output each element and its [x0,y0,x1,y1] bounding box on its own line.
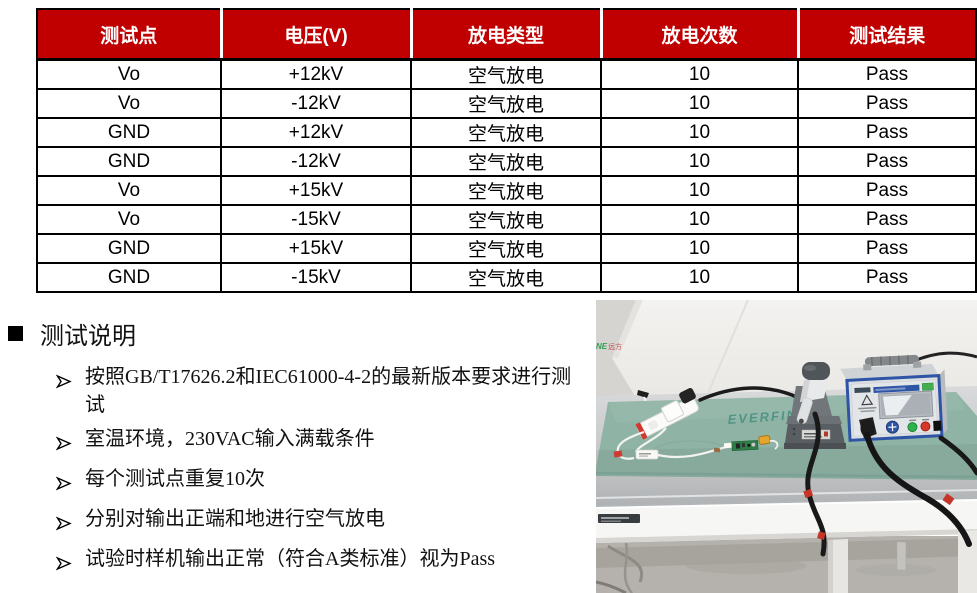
cell-discharge-type: 空气放电 [410,58,602,90]
note-text: 每个测试点重复10次 [85,468,265,490]
cell-voltage: +12kV [220,58,412,90]
notes-title-row: 测试说明 [8,316,583,351]
note-text: 试验时样机输出正常（符合A类标准）视为Pass [85,548,496,570]
cell-result: Pass [797,262,977,293]
cell-discharge-type: 空气放电 [410,146,602,177]
esd-generator [840,354,948,442]
notes-list: 按照GB/T17626.2和IEC61000-4-2的最新版本要求进行测试 室温… [55,363,583,579]
esd-test-table-wrap: 测试点 电压(V) 放电类型 放电次数 测试结果 Vo +12kV 空气放电 1… [36,8,977,293]
red-button [920,421,931,432]
panel-brand-text-cn: 远方 [608,342,622,351]
cell-discharge-count: 10 [600,146,799,177]
cell-test-point: GND [36,233,222,264]
arrow-bullet-icon [55,511,72,539]
side-cable [938,435,977,476]
cell-result: Pass [797,58,977,90]
dut-pcb [731,440,759,451]
power-switch [933,420,942,431]
cell-result: Pass [797,233,977,264]
cell-discharge-type: 空气放电 [410,204,602,235]
col-header-discharge-type: 放电类型 [411,9,603,61]
power-plug [679,387,696,404]
cell-voltage: -15kV [220,262,412,293]
cell-discharge-type: 空气放电 [410,233,602,264]
cell-voltage: -12kV [220,88,412,119]
cell-voltage: +15kV [220,175,412,206]
table-row: GND -15kV 空气放电 10 Pass [36,262,977,293]
list-item: 分别对输出正端和地进行空气放电 [55,505,576,539]
table-row: GND +15kV 空气放电 10 Pass [36,233,977,264]
cell-discharge-count: 10 [600,58,799,90]
arrow-bullet-icon [55,471,72,499]
cell-result: Pass [797,175,977,206]
generator-cable [864,432,972,547]
cell-voltage: -15kV [220,204,412,235]
note-text: 按照GB/T17626.2和IEC61000-4-2的最新版本要求进行测试 [85,366,572,416]
esd-gun [796,362,830,424]
cell-test-point: Vo [36,204,222,235]
green-button [907,422,918,433]
square-bullet-icon [8,326,23,341]
table-row: Vo -12kV 空气放电 10 Pass [36,88,977,119]
arrow-bullet-icon [55,369,72,419]
cell-test-point: Vo [36,175,222,206]
list-item: 室温环境，230VAC输入满载条件 [55,425,576,459]
power-strip [635,387,699,440]
cell-discharge-type: 空气放电 [410,117,602,148]
notes-title: 测试说明 [40,324,136,350]
power-adapter [660,400,684,423]
table-front-beam [596,499,977,543]
cell-test-point: Vo [36,58,222,90]
table-header-row: 测试点 电压(V) 放电类型 放电次数 测试结果 [37,9,976,61]
list-item: 每个测试点重复10次 [55,465,576,499]
col-header-result: 测试结果 [798,9,976,61]
cell-discharge-count: 10 [600,88,799,119]
arrow-bullet-icon [55,431,72,459]
col-header-voltage: 电压(V) [221,9,413,61]
cell-test-point: Vo [36,88,222,119]
cell-result: Pass [797,146,977,177]
generator-handle [864,354,919,367]
cell-discharge-count: 10 [600,117,799,148]
cell-test-point: GND [36,146,222,177]
test-notes-section: 测试说明 按照GB/T17626.2和IEC61000-4-2的最新版本要求进行… [8,316,583,585]
cell-discharge-type: 空气放电 [410,175,602,206]
list-item: 试验时样机输出正常（符合A类标准）视为Pass [55,545,576,579]
table-row: GND -12kV 空气放电 10 Pass [36,146,977,177]
cell-result: Pass [797,88,977,119]
test-setup-photo: NE 远方 EVERFINE [596,300,977,593]
table-row: Vo -15kV 空气放电 10 Pass [36,204,977,235]
cell-discharge-type: 空气放电 [410,262,602,293]
table-row: GND +12kV 空气放电 10 Pass [36,117,977,148]
cell-result: Pass [797,117,977,148]
table-row: Vo +12kV 空气放电 10 Pass [36,58,977,90]
cell-discharge-type: 空气放电 [410,88,602,119]
arrow-bullet-icon [55,551,72,579]
cell-result: Pass [797,204,977,235]
cell-discharge-count: 10 [600,204,799,235]
table-row: Vo +15kV 空气放电 10 Pass [36,175,977,206]
table-leg [958,530,977,593]
cell-discharge-count: 10 [600,233,799,264]
panel-brand-text: NE [596,342,608,351]
cell-test-point: GND [36,117,222,148]
note-text: 室温环境，230VAC输入满载条件 [85,428,375,450]
esd-test-table: 测试点 电压(V) 放电类型 放电次数 测试结果 Vo +12kV 空气放电 1… [36,8,977,293]
col-header-test-point: 测试点 [37,9,223,61]
load-resistor [758,434,771,445]
list-item: 按照GB/T17626.2和IEC61000-4-2的最新版本要求进行测试 [55,363,576,419]
cell-voltage: +12kV [220,117,412,148]
note-text: 分别对输出正端和地进行空气放电 [85,508,385,530]
cell-discharge-count: 10 [600,262,799,293]
cell-test-point: GND [36,262,222,293]
side-panel: NE 远方 [596,300,643,398]
cell-voltage: -12kV [220,146,412,177]
test-setup-photo-svg: NE 远方 EVERFINE [596,300,977,593]
cell-discharge-count: 10 [600,175,799,206]
col-header-discharge-count: 放电次数 [601,9,800,61]
cell-voltage: +15kV [220,233,412,264]
